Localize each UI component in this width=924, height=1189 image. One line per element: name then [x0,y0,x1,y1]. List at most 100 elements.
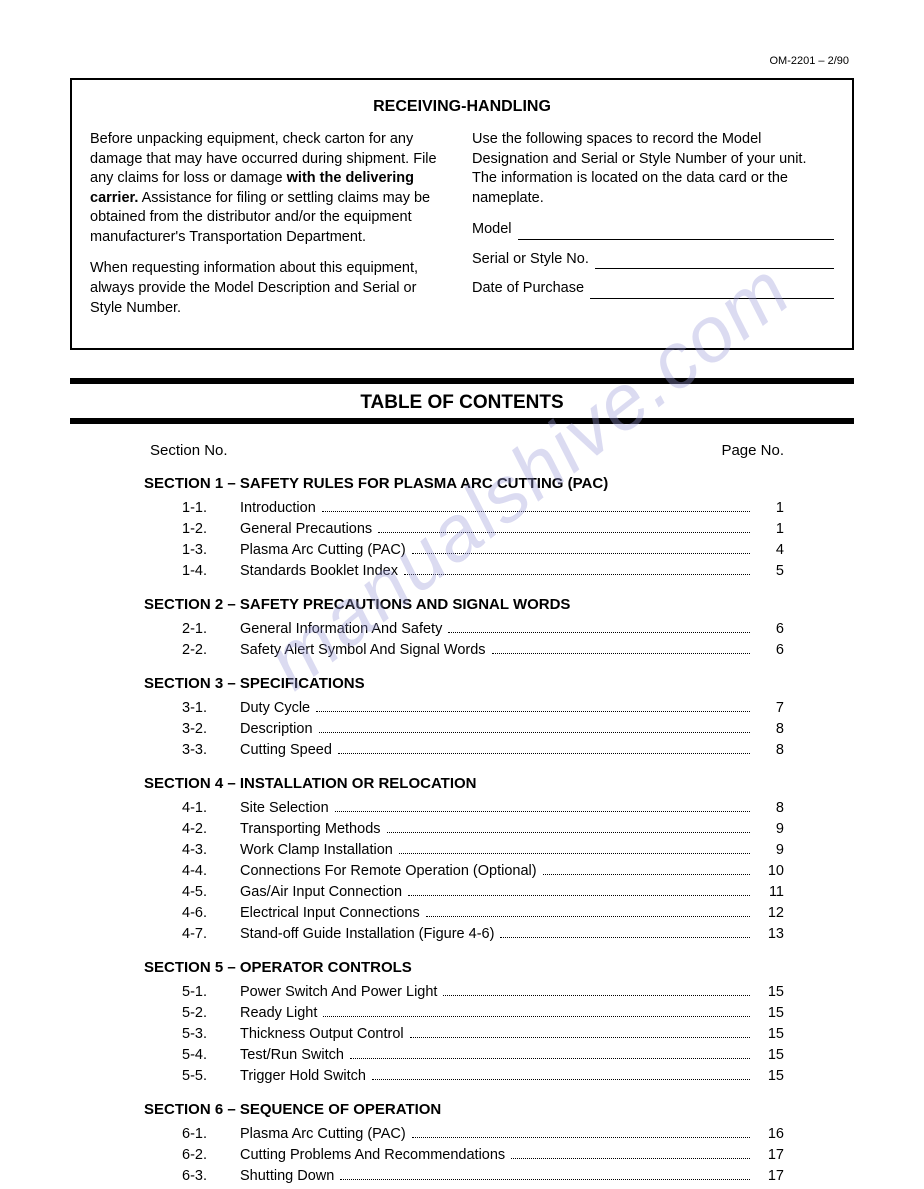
toc-dots [323,1016,750,1017]
toc-item-label: General Information And Safety [240,619,446,640]
toc-row: 5-4.Test/Run Switch 15 [150,1045,784,1066]
toc-item-page: 10 [756,861,784,882]
toc-item-page: 15 [756,1066,784,1087]
toc-row: 4-6.Electrical Input Connections12 [150,903,784,924]
toc-row: 4-5.Gas/Air Input Connection11 [150,882,784,903]
page: OM-2201 – 2/90 RECEIVING-HANDLING Before… [0,0,924,1189]
toc-item-label: Plasma Arc Cutting (PAC) [240,1124,410,1145]
toc-item-page: 8 [756,740,784,761]
toc-item-page: 8 [756,798,784,819]
toc-item-page: 9 [756,819,784,840]
toc-item-page: 9 [756,840,784,861]
field-model-blank[interactable] [518,223,835,240]
toc-item-number: 6-3. [150,1166,240,1187]
toc-item-number: 4-3. [150,840,240,861]
toc: Section No. Page No. SECTION 1 – SAFETY … [70,442,854,1187]
toc-dots [340,1179,750,1180]
divider-top [70,378,854,384]
toc-dots [387,832,750,833]
toc-row: 6-1.Plasma Arc Cutting (PAC) 16 [150,1124,784,1145]
toc-row: 2-2.Safety Alert Symbol And Signal Words… [150,640,784,661]
toc-item-label: Shutting Down [240,1166,338,1187]
toc-item-number: 1-1. [150,498,240,519]
toc-item-label: Cutting Problems And Recommendations [240,1145,509,1166]
toc-dots [410,1037,750,1038]
toc-item-number: 1-3. [150,540,240,561]
field-serial-blank[interactable] [595,252,834,269]
toc-item-number: 5-3. [150,1024,240,1045]
toc-section-title: SECTION 1 – SAFETY RULES FOR PLASMA ARC … [144,475,784,492]
toc-dots [511,1158,750,1159]
toc-item-number: 3-3. [150,740,240,761]
toc-item-label: Work Clamp Installation [240,840,397,861]
toc-row: 4-4.Connections For Remote Operation (Op… [150,861,784,882]
receiving-title: RECEIVING-HANDLING [90,98,834,116]
toc-row: 1-2.General Precautions1 [150,519,784,540]
toc-row: 1-4.Standards Booklet Index5 [150,561,784,582]
toc-row: 5-3.Thickness Output Control15 [150,1024,784,1045]
toc-item-label: Plasma Arc Cutting (PAC) [240,540,410,561]
toc-item-page: 17 [756,1145,784,1166]
toc-item-label: Description [240,719,317,740]
field-model: Model [472,220,834,240]
toc-item-page: 13 [756,924,784,945]
receiving-right-p1: Use the following spaces to record the M… [472,130,834,208]
toc-item-label: Transporting Methods [240,819,385,840]
toc-item-page: 15 [756,1045,784,1066]
toc-dots [319,732,750,733]
toc-row: 4-2.Transporting Methods 9 [150,819,784,840]
toc-item-label: Duty Cycle [240,698,314,719]
toc-item-number: 4-2. [150,819,240,840]
toc-item-label: Safety Alert Symbol And Signal Words [240,640,490,661]
toc-dots [543,874,750,875]
toc-dots [316,711,750,712]
toc-row: 5-5.Trigger Hold Switch15 [150,1066,784,1087]
toc-item-label: Introduction [240,498,320,519]
toc-row: 2-1.General Information And Safety6 [150,619,784,640]
toc-item-label: Test/Run Switch [240,1045,348,1066]
receiving-left-p2: When requesting information about this e… [90,259,452,318]
toc-section-title: SECTION 6 – SEQUENCE OF OPERATION [144,1101,784,1118]
toc-item-number: 1-4. [150,561,240,582]
field-date-label: Date of Purchase [472,279,584,299]
toc-item-page: 1 [756,498,784,519]
toc-section-title: SECTION 2 – SAFETY PRECAUTIONS AND SIGNA… [144,596,784,613]
toc-row: 6-2.Cutting Problems And Recommendations… [150,1145,784,1166]
receiving-left-p1: Before unpacking equipment, check carton… [90,130,452,247]
toc-item-number: 5-2. [150,1003,240,1024]
toc-dots [408,895,750,896]
toc-row: 3-3.Cutting Speed8 [150,740,784,761]
toc-dots [448,632,750,633]
toc-item-label: Power Switch And Power Light [240,982,441,1003]
receiving-box: RECEIVING-HANDLING Before unpacking equi… [70,78,854,350]
receiving-columns: Before unpacking equipment, check carton… [90,130,834,330]
toc-row: 4-1.Site Selection8 [150,798,784,819]
toc-item-label: Site Selection [240,798,333,819]
field-date-blank[interactable] [590,282,834,299]
receiving-left-p1c: Assistance for filing or settling claims… [90,190,430,245]
toc-item-number: 6-2. [150,1145,240,1166]
toc-dots [412,1137,750,1138]
divider-bottom [70,418,854,424]
toc-row: 1-1.Introduction 1 [150,498,784,519]
toc-item-page: 16 [756,1124,784,1145]
toc-item-page: 4 [756,540,784,561]
toc-dots [404,574,750,575]
toc-item-number: 6-1. [150,1124,240,1145]
toc-head-left: Section No. [150,442,228,459]
toc-dots [372,1079,750,1080]
toc-item-label: Gas/Air Input Connection [240,882,406,903]
toc-item-label: Thickness Output Control [240,1024,408,1045]
field-date: Date of Purchase [472,279,834,299]
toc-row: 3-1.Duty Cycle7 [150,698,784,719]
toc-item-number: 5-5. [150,1066,240,1087]
field-serial-label: Serial or Style No. [472,250,589,270]
toc-body: SECTION 1 – SAFETY RULES FOR PLASMA ARC … [150,475,784,1187]
toc-item-number: 4-6. [150,903,240,924]
toc-dots [500,937,750,938]
toc-item-page: 15 [756,1003,784,1024]
field-serial: Serial or Style No. [472,250,834,270]
toc-dots [378,532,750,533]
toc-item-number: 5-4. [150,1045,240,1066]
toc-item-page: 11 [756,882,784,903]
